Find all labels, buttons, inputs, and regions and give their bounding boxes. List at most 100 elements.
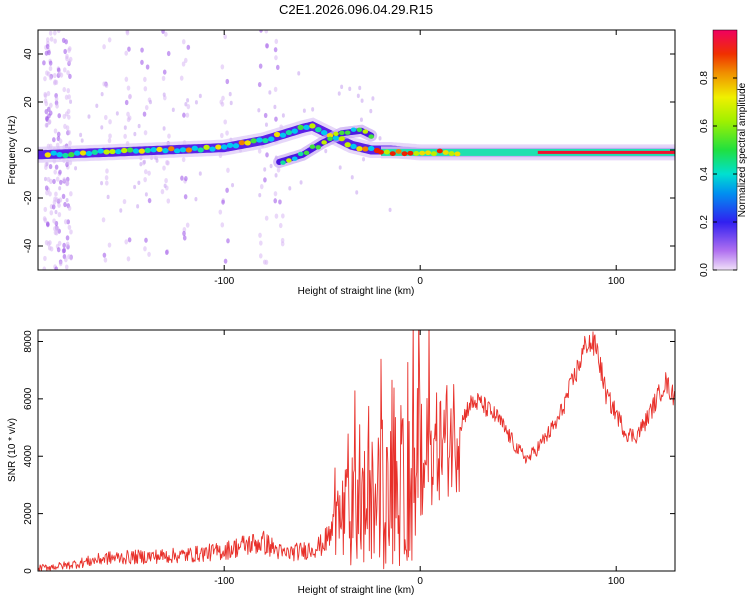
spectrogram-noise-speck bbox=[183, 57, 188, 64]
spectrogram-noise-speck bbox=[273, 198, 278, 204]
spectrogram-noise-speck bbox=[57, 202, 61, 208]
spectrogram-noise-speck bbox=[226, 238, 230, 244]
spectrogram-noise-speck bbox=[67, 205, 72, 211]
spectrogram-noise-speck bbox=[198, 93, 202, 99]
spectrogram-noise-speck bbox=[62, 67, 67, 73]
spectrogram-amplitude-blob bbox=[126, 147, 134, 153]
spectrogram-noise-speck bbox=[58, 169, 62, 175]
spectrogram-noise-speck bbox=[53, 38, 57, 44]
spectrogram-amplitude-blob bbox=[173, 148, 181, 154]
spectrogram-noise-speck bbox=[264, 122, 268, 127]
spectrogram-noise-speck bbox=[221, 95, 225, 101]
spectrogram-amplitude-blob bbox=[442, 150, 449, 155]
spectrogram-noise-speck bbox=[223, 119, 228, 125]
spectrogram-amplitude-blob bbox=[250, 138, 257, 144]
spectrogram-noise-speck bbox=[48, 75, 53, 81]
spectrogram-noise-speck bbox=[264, 30, 269, 34]
spectrogram-noise-speck bbox=[145, 64, 150, 70]
spectrogram-amplitude-blob bbox=[389, 151, 396, 156]
spectrogram-noise-speck bbox=[147, 170, 151, 176]
spectrogram-noise-speck bbox=[350, 175, 354, 180]
snr-y-tick-label: 0 bbox=[23, 568, 34, 574]
spectrogram-amplitude-blob bbox=[297, 151, 304, 157]
spectrogram-amplitude-blob bbox=[103, 149, 110, 155]
spectrogram-noise-speck bbox=[359, 117, 363, 122]
spectrogram-amplitude-blob bbox=[395, 149, 402, 154]
spectrogram-y-tick-label: 20 bbox=[23, 96, 34, 108]
spectrogram-amplitude-blob bbox=[74, 150, 81, 156]
colorbar-tick-label: 0.4 bbox=[699, 167, 710, 181]
colorbar-tick-label: 0.2 bbox=[699, 215, 710, 229]
spectrogram-noise-speck bbox=[126, 85, 131, 91]
spectrogram-noise-speck bbox=[100, 91, 104, 97]
spectrogram-y-tick-label: -40 bbox=[23, 238, 34, 253]
spectrogram-noise-speck bbox=[55, 176, 60, 182]
spectrogram-noise-speck bbox=[45, 221, 50, 227]
spectrogram-noise-speck bbox=[45, 43, 50, 50]
spectrogram-noise-speck bbox=[67, 59, 72, 65]
spectrogram-amplitude-blob bbox=[244, 140, 251, 146]
spectrogram-noise-speck bbox=[66, 88, 71, 94]
spectrogram-x-tick-label: 100 bbox=[608, 276, 625, 287]
spectrogram-noise-speck bbox=[48, 60, 53, 66]
colorbar-tick-label: 0.0 bbox=[699, 263, 710, 277]
spectrogram-noise-speck bbox=[44, 185, 49, 191]
spectrogram-noise-speck bbox=[127, 46, 131, 52]
spectrogram-noise-speck bbox=[44, 176, 48, 182]
spectrogram-noise-speck bbox=[311, 107, 315, 112]
spectrogram-noise-speck bbox=[360, 98, 364, 103]
spectrogram-amplitude-blob bbox=[286, 158, 292, 163]
spectrogram-noise-speck bbox=[358, 85, 362, 91]
spectrogram-amplitude-blob bbox=[268, 136, 275, 142]
spectrogram-amplitude-blob bbox=[150, 147, 157, 153]
spectrogram-noise-speck bbox=[258, 253, 263, 259]
spectrogram-noise-speck bbox=[43, 91, 48, 98]
spectrogram-noise-speck bbox=[124, 50, 129, 56]
spectrogram-noise-speck bbox=[274, 173, 278, 178]
spectrogram-noise-speck bbox=[257, 148, 262, 154]
spectrogram-amplitude-blob bbox=[448, 151, 455, 156]
spectrogram-amplitude-blob bbox=[332, 135, 340, 141]
spectrogram-amplitude-blob bbox=[315, 127, 322, 133]
spectrogram-noise-speck bbox=[137, 123, 141, 129]
spectrogram-noise-speck bbox=[65, 180, 70, 186]
spectrogram-noise-speck bbox=[58, 197, 63, 203]
spectrogram-noise-speck bbox=[62, 113, 67, 120]
spectrogram-noise-speck bbox=[142, 111, 147, 117]
spectrogram-noise-speck bbox=[162, 69, 167, 75]
spectrogram-noise-speck bbox=[142, 159, 146, 165]
spectrogram-amplitude-blob bbox=[62, 152, 69, 159]
spectrogram-noise-speck bbox=[65, 241, 70, 247]
spectrogram-noise-speck bbox=[43, 206, 48, 213]
spectrogram-noise-speck bbox=[164, 249, 169, 255]
spectrogram-amplitude-blob bbox=[85, 150, 93, 157]
spectrogram-amplitude-blob bbox=[344, 142, 351, 148]
spectrogram-noise-speck bbox=[127, 237, 132, 243]
spectrogram-noise-speck bbox=[263, 177, 267, 183]
spectrogram-noise-speck bbox=[144, 104, 149, 111]
spectrogram-amplitude-blob bbox=[168, 146, 175, 152]
spectrogram-noise-speck bbox=[52, 72, 57, 79]
spectrogram-amplitude-blob bbox=[280, 160, 286, 165]
spectrogram-noise-speck bbox=[139, 161, 143, 167]
spectrogram-noise-speck bbox=[144, 237, 148, 243]
spectrogram-amplitude-blob bbox=[256, 137, 263, 143]
spectrogram-noise-speck bbox=[100, 180, 104, 186]
spectrogram-amplitude-blob bbox=[162, 148, 169, 154]
spectrogram-noise-speck bbox=[53, 128, 58, 134]
spectrogram-noise-speck bbox=[51, 204, 56, 210]
spectrogram-noise-speck bbox=[52, 80, 57, 86]
colorbar-gradient bbox=[712, 29, 738, 271]
spectrogram-amplitude-blob bbox=[362, 129, 369, 134]
spectrogram-noise-speck bbox=[53, 226, 57, 232]
spectrogram-noise-speck bbox=[80, 138, 84, 143]
spectrogram-noise-speck bbox=[223, 258, 228, 264]
spectrogram-noise-speck bbox=[45, 70, 49, 76]
spectrogram-noise-speck bbox=[182, 230, 186, 237]
spectrogram-noise-speck bbox=[54, 96, 59, 102]
spectrogram-amplitude-blob bbox=[430, 151, 437, 157]
spectrogram-noise-speck bbox=[183, 194, 188, 200]
spectrogram-noise-speck bbox=[63, 219, 68, 225]
spectrogram-noise-speck bbox=[49, 246, 54, 252]
spectrogram-x-tick-label: -100 bbox=[214, 276, 234, 287]
